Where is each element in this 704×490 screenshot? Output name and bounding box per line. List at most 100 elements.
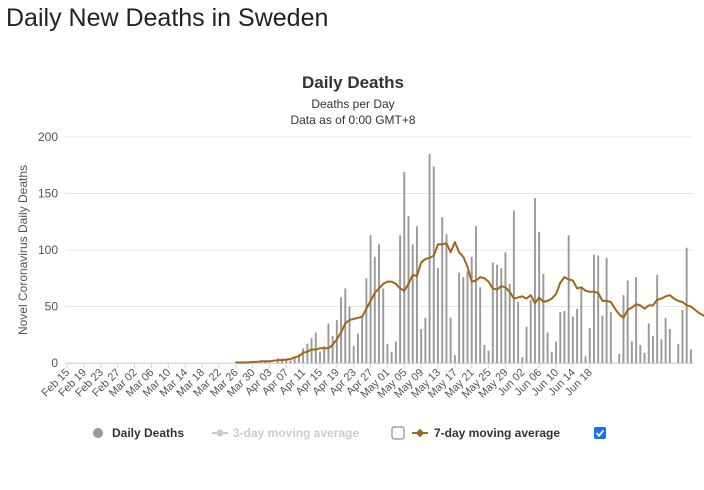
daily-deaths-bar (441, 217, 444, 363)
daily-deaths-bar (588, 327, 591, 363)
daily-deaths-bar (521, 357, 524, 363)
daily-deaths-bar (449, 317, 452, 363)
checkbox-checked (594, 427, 606, 439)
daily-deaths-bar (373, 256, 376, 363)
y-axis-label: Novel Coronavirus Daily Deaths (16, 165, 30, 335)
daily-deaths-bar (550, 351, 553, 363)
daily-deaths-bar (399, 235, 402, 363)
daily-deaths-bar (348, 306, 351, 363)
daily-deaths-bar (668, 329, 671, 363)
daily-deaths-bar (580, 288, 583, 363)
daily-deaths-bar (555, 341, 557, 363)
y-tick-label: 0 (51, 356, 58, 370)
daily-deaths-bar (462, 277, 465, 363)
daily-deaths-bar (453, 355, 456, 363)
daily-deaths-bar (534, 198, 536, 363)
daily-deaths-bar (664, 317, 667, 363)
daily-deaths-bar (361, 315, 364, 363)
y-tick-label: 50 (45, 300, 59, 314)
daily-deaths-bar (331, 335, 334, 363)
checkbox-unchecked (391, 426, 405, 440)
daily-deaths-bar (352, 346, 355, 363)
daily-deaths-bar (437, 268, 439, 363)
daily-deaths-bar (508, 283, 511, 363)
daily-deaths-bar (584, 356, 587, 363)
daily-deaths-bar (576, 308, 579, 363)
daily-deaths-bar (635, 277, 638, 363)
daily-deaths-bar (622, 295, 625, 363)
daily-deaths-bar (474, 226, 477, 363)
daily-deaths-bar (517, 301, 520, 363)
legend-symbol (415, 428, 425, 438)
daily-deaths-bar (529, 299, 532, 363)
page-heading: Daily New Deaths in Sweden (6, 4, 329, 32)
daily-deaths-bar (314, 332, 317, 363)
daily-deaths-bar (420, 329, 423, 363)
daily-deaths-bar (496, 264, 498, 363)
daily-deaths-bar (656, 274, 659, 363)
legend-item[interactable]: 3-day moving average (212, 426, 359, 440)
daily-deaths-bar (677, 343, 680, 363)
daily-deaths-bar (386, 343, 389, 363)
daily-deaths-bar (310, 338, 313, 363)
daily-deaths-bar (512, 210, 515, 363)
daily-deaths-bar (500, 268, 503, 363)
daily-deaths-bar (445, 234, 448, 363)
legend-item[interactable]: Daily Deaths (93, 426, 184, 440)
daily-deaths-bar (626, 280, 629, 363)
legend-label: 7-day moving average (434, 426, 560, 440)
legend-checkbox[interactable] (594, 427, 606, 439)
moving-average-series (235, 241, 704, 364)
daily-deaths-bar (546, 332, 549, 363)
legend-label: Daily Deaths (112, 426, 184, 440)
chart-subtitle-date: Data as of 0:00 GMT+8 (290, 113, 415, 127)
daily-deaths-bar (479, 287, 482, 363)
daily-deaths-bar (597, 255, 600, 363)
daily-deaths-bar (487, 350, 490, 363)
daily-deaths-bar (356, 333, 359, 363)
daily-deaths-bar (593, 254, 595, 363)
daily-deaths-bar (491, 262, 494, 363)
daily-deaths-bar (618, 353, 621, 363)
daily-deaths-bar (390, 351, 393, 363)
legend-symbol (93, 428, 103, 438)
legend: Daily Deaths 3-day moving average 7-day mo… (93, 426, 606, 440)
daily-deaths-bar (411, 244, 414, 363)
daily-deaths-bar (335, 320, 338, 363)
daily-deaths-bar (681, 309, 684, 363)
y-tick-label: 100 (38, 243, 58, 257)
daily-deaths-bar (525, 326, 528, 363)
legend-symbol (216, 429, 224, 437)
daily-deaths-bar (297, 353, 300, 363)
daily-deaths-bar (504, 252, 507, 363)
daily-deaths-bar (323, 346, 326, 363)
y-tick-label: 150 (38, 187, 58, 201)
daily-deaths-bar (302, 348, 305, 363)
daily-deaths-bar (559, 312, 562, 363)
daily-deaths-bar (563, 311, 566, 363)
daily-deaths-bar (285, 359, 288, 363)
daily-deaths-bar (458, 272, 461, 363)
y-axis-ticks: 0 50 100 150 200 (38, 130, 58, 370)
legend-item[interactable]: 7-day moving average (412, 426, 560, 440)
daily-deaths-bar (652, 335, 654, 363)
daily-deaths-bar (289, 360, 292, 363)
chart-title: Daily Deaths (302, 73, 404, 92)
daily-deaths-bar (394, 341, 397, 363)
daily-deaths-bar (605, 257, 608, 363)
daily-deaths-bar (415, 226, 418, 363)
daily-deaths-bar (470, 256, 473, 363)
daily-deaths-bar (319, 351, 321, 363)
daily-deaths-bar (306, 343, 309, 363)
chart-subtitle: Deaths per Day (311, 97, 394, 111)
daily-deaths-bar (432, 166, 435, 363)
daily-deaths-bar (630, 341, 633, 363)
legend-checkbox[interactable] (391, 426, 405, 440)
daily-deaths-bar (327, 323, 330, 363)
daily-deaths-bar (689, 349, 692, 363)
daily-deaths-bar (466, 271, 469, 363)
daily-deaths-bar (571, 316, 574, 363)
y-tick-label: 200 (38, 130, 58, 144)
